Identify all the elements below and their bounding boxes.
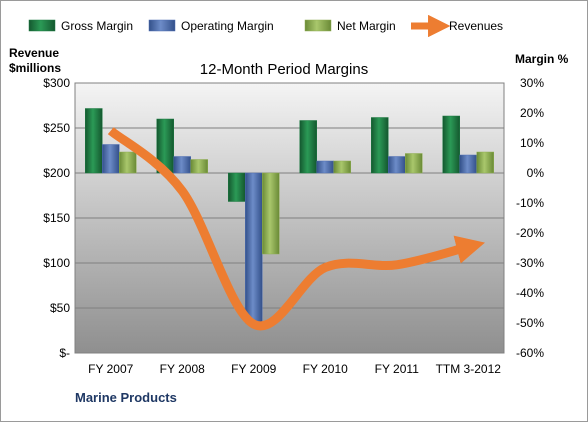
bar-operating-margin bbox=[245, 173, 262, 323]
bar-net-margin bbox=[334, 161, 351, 173]
legend-swatch-gross-margin bbox=[29, 20, 55, 31]
legend: Gross Margin Operating Margin Net Margin Re… bbox=[29, 19, 503, 33]
chart-title: 12-Month Period Margins bbox=[200, 61, 368, 78]
left-tick-label: $50 bbox=[50, 301, 70, 315]
left-axis-title-line2: $millions bbox=[9, 61, 61, 75]
right-tick-label: 10% bbox=[520, 136, 544, 150]
bar-net-margin bbox=[262, 173, 279, 254]
legend-label-net-margin: Net Margin bbox=[337, 19, 396, 33]
bar-operating-margin bbox=[102, 145, 119, 174]
bar-net-margin bbox=[191, 160, 208, 174]
left-tick-label: $100 bbox=[43, 256, 70, 270]
category-label: FY 2007 bbox=[88, 362, 133, 376]
left-tick-label: $200 bbox=[43, 166, 70, 180]
bar-gross-margin bbox=[85, 109, 102, 174]
bar-net-margin bbox=[119, 152, 136, 173]
right-tick-label: -50% bbox=[516, 316, 544, 330]
right-tick-label: -10% bbox=[516, 196, 544, 210]
left-tick-label: $300 bbox=[43, 76, 70, 90]
right-tick-label: 0% bbox=[527, 166, 545, 180]
bar-operating-margin bbox=[388, 157, 405, 174]
right-tick-label: 20% bbox=[520, 106, 544, 120]
legend-swatch-net-margin bbox=[305, 20, 331, 31]
bar-gross-margin bbox=[371, 118, 388, 174]
right-axis-title: Margin % bbox=[515, 52, 569, 66]
category-label: FY 2011 bbox=[375, 362, 420, 376]
right-axis-ticks: 30% 20% 10% 0% -10% -20% -30% -40% -50% -60% bbox=[516, 76, 544, 360]
left-tick-label: $- bbox=[59, 346, 70, 360]
bar-net-margin bbox=[477, 152, 494, 173]
bar-gross-margin bbox=[228, 173, 245, 202]
category-label: FY 2009 bbox=[231, 362, 276, 376]
right-tick-label: 30% bbox=[520, 76, 544, 90]
left-axis-ticks: $- $50 $100 $150 $200 $250 $300 bbox=[43, 76, 70, 360]
bar-operating-margin bbox=[174, 157, 191, 174]
category-label: FY 2010 bbox=[303, 362, 348, 376]
category-axis-ticks: FY 2007 FY 2008 FY 2009 FY 2010 FY 2011 TTM 3… bbox=[88, 362, 501, 376]
right-tick-label: -40% bbox=[516, 286, 544, 300]
bar-operating-margin bbox=[460, 155, 477, 173]
category-label: FY 2008 bbox=[160, 362, 205, 376]
left-axis-title-line1: Revenue bbox=[9, 46, 59, 60]
right-tick-label: -60% bbox=[516, 346, 544, 360]
right-tick-label: -20% bbox=[516, 226, 544, 240]
left-tick-label: $250 bbox=[43, 121, 70, 135]
bar-gross-margin bbox=[443, 116, 460, 173]
legend-label-operating-margin: Operating Margin bbox=[181, 19, 274, 33]
right-tick-label: -30% bbox=[516, 256, 544, 270]
legend-label-gross-margin: Gross Margin bbox=[61, 19, 133, 33]
category-label: TTM 3-2012 bbox=[436, 362, 502, 376]
legend-swatch-operating-margin bbox=[149, 20, 175, 31]
legend-label-revenues: Revenues bbox=[449, 19, 503, 33]
left-tick-label: $150 bbox=[43, 211, 70, 225]
bar-operating-margin bbox=[317, 161, 334, 173]
bar-net-margin bbox=[405, 154, 422, 174]
company-label: Marine Products bbox=[75, 390, 177, 405]
bar-gross-margin bbox=[300, 121, 317, 174]
